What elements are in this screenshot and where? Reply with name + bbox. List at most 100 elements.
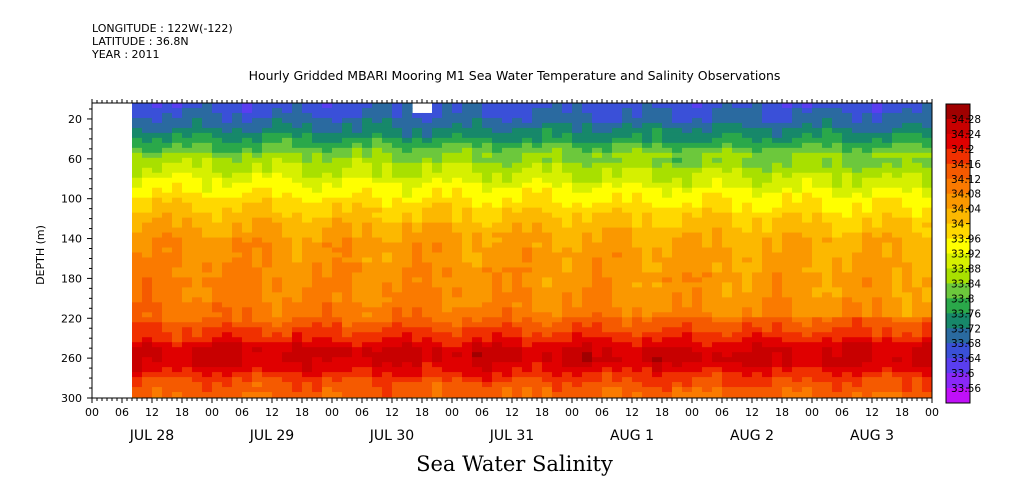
heatmap-cell [672, 212, 683, 219]
heatmap-cell [892, 172, 903, 179]
heatmap-cell [632, 292, 643, 298]
heatmap-cell [662, 317, 673, 323]
heatmap-cell [182, 277, 193, 283]
heatmap-cell [512, 157, 523, 164]
heatmap-cell [742, 362, 753, 368]
heatmap-cell [342, 387, 353, 393]
heatmap-cell [742, 337, 753, 343]
heatmap-cell [792, 277, 803, 283]
heatmap-cell [392, 117, 403, 124]
heatmap-cell [922, 222, 932, 229]
heatmap-cell [702, 312, 713, 318]
heatmap-cell [172, 242, 183, 249]
heatmap-cell [722, 247, 733, 254]
heatmap-cell [872, 282, 883, 288]
heatmap-cell [272, 382, 283, 388]
heatmap-cell [792, 147, 803, 154]
heatmap-cell [402, 177, 413, 184]
heatmap-cell [522, 292, 533, 298]
heatmap-cell [632, 137, 643, 144]
heatmap-cell [252, 227, 263, 234]
heatmap-cell [902, 117, 913, 124]
heatmap-cell [732, 267, 743, 274]
heatmap-cell [762, 167, 773, 174]
heatmap-cell [732, 257, 743, 264]
heatmap-cell [242, 322, 253, 328]
heatmap-cell [422, 357, 433, 363]
heatmap-cell [402, 367, 413, 373]
heatmap-cell [642, 362, 653, 368]
heatmap-cell [162, 262, 173, 269]
heatmap-cell [732, 287, 743, 293]
heatmap-cell [902, 277, 913, 283]
heatmap-cell [642, 217, 653, 224]
heatmap-cell [192, 177, 203, 184]
heatmap-cell [422, 382, 433, 388]
heatmap-cell [462, 327, 473, 333]
heatmap-cell [272, 247, 283, 254]
heatmap-cell [872, 277, 883, 283]
heatmap-cell [322, 367, 333, 373]
heatmap-cell [252, 237, 263, 244]
heatmap-cell [162, 122, 173, 129]
heatmap-cell [172, 297, 183, 303]
heatmap-cell [532, 307, 543, 313]
heatmap-cell [502, 292, 513, 298]
heatmap-cell [322, 107, 333, 114]
heatmap-cell [642, 202, 653, 209]
heatmap-cell [262, 212, 273, 219]
heatmap-cell [272, 312, 283, 318]
heatmap-cell [332, 272, 343, 279]
heatmap-cell [862, 337, 873, 343]
heatmap-cell [202, 142, 213, 149]
heatmap-cell [362, 387, 373, 393]
heatmap-cell [542, 282, 553, 288]
heatmap-cell [762, 282, 773, 288]
heatmap-cell [252, 282, 263, 288]
heatmap-cell [682, 192, 693, 199]
heatmap-cell [342, 247, 353, 254]
heatmap-cell [172, 327, 183, 333]
heatmap-cell [652, 312, 663, 318]
heatmap-cell [622, 257, 633, 264]
heatmap-cell [452, 242, 463, 249]
heatmap-cell [352, 347, 363, 353]
heatmap-cell [442, 337, 453, 343]
longitude-label: LONGITUDE : 122W(-122) [92, 22, 233, 35]
heatmap-cell [712, 317, 723, 323]
heatmap-cell [812, 382, 823, 388]
heatmap-cell [262, 117, 273, 124]
heatmap-cell [682, 387, 693, 393]
heatmap-cell [822, 267, 833, 274]
heatmap-cell [732, 147, 743, 154]
heatmap-cell [762, 237, 773, 244]
heatmap-cell [412, 342, 423, 348]
heatmap-cell [482, 377, 493, 383]
heatmap-cell [382, 127, 393, 134]
heatmap-cell [432, 222, 443, 229]
heatmap-cell [472, 167, 483, 174]
heatmap-cell [312, 227, 323, 234]
heatmap-cell [502, 322, 513, 328]
heatmap-cell [392, 162, 403, 169]
heatmap-cell [552, 197, 563, 204]
heatmap-cell [372, 382, 383, 388]
heatmap-cell [892, 192, 903, 199]
heatmap-cell [322, 337, 333, 343]
heatmap-cell [332, 122, 343, 129]
heatmap-cell [232, 212, 243, 219]
heatmap-cell [912, 367, 923, 373]
heatmap-cell [672, 252, 683, 259]
heatmap-cell [222, 222, 233, 229]
heatmap-cell [292, 252, 303, 259]
heatmap-cell [692, 262, 703, 269]
heatmap-cell [792, 247, 803, 254]
heatmap-cell [192, 212, 203, 219]
heatmap-cell [422, 307, 433, 313]
heatmap-cell [322, 387, 333, 393]
heatmap-cell [452, 377, 463, 383]
heatmap-cell [452, 267, 463, 274]
heatmap-cell [442, 237, 453, 244]
heatmap-cell [142, 242, 153, 249]
heatmap-cell [812, 132, 823, 139]
